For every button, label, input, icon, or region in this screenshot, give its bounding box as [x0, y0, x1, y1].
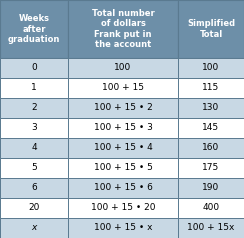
Text: 130: 130 — [202, 104, 220, 113]
Text: 6: 6 — [31, 183, 37, 193]
Text: Weeks
after
graduation: Weeks after graduation — [8, 14, 60, 44]
Text: 100: 100 — [202, 64, 220, 73]
Bar — [68, 218, 178, 238]
Bar — [68, 178, 178, 198]
Bar — [68, 198, 178, 218]
Bar — [68, 58, 178, 78]
Text: 2: 2 — [31, 104, 37, 113]
Text: 100 + 15 • 5: 100 + 15 • 5 — [93, 164, 152, 173]
Bar — [68, 0, 178, 58]
Text: 20: 20 — [28, 203, 40, 213]
Bar — [178, 78, 244, 98]
Text: 115: 115 — [202, 84, 220, 93]
Text: 100 + 15: 100 + 15 — [102, 84, 144, 93]
Text: Simplified
Total: Simplified Total — [187, 19, 235, 39]
Bar — [0, 218, 68, 238]
Text: 175: 175 — [202, 164, 220, 173]
Text: 100 + 15 • 3: 100 + 15 • 3 — [93, 124, 152, 133]
Text: 160: 160 — [202, 144, 220, 153]
Text: 190: 190 — [202, 183, 220, 193]
Bar — [0, 158, 68, 178]
Bar — [0, 98, 68, 118]
Text: 5: 5 — [31, 164, 37, 173]
Bar — [178, 218, 244, 238]
Bar — [178, 118, 244, 138]
Bar — [0, 78, 68, 98]
Text: 100 + 15 • 20: 100 + 15 • 20 — [91, 203, 155, 213]
Bar — [68, 158, 178, 178]
Text: 100 + 15 • 4: 100 + 15 • 4 — [94, 144, 152, 153]
Text: 100 + 15 • x: 100 + 15 • x — [94, 223, 152, 233]
Bar — [0, 58, 68, 78]
Text: 400: 400 — [203, 203, 220, 213]
Bar — [178, 0, 244, 58]
Bar — [178, 98, 244, 118]
Text: 3: 3 — [31, 124, 37, 133]
Text: Total number
of dollars
Frank put in
the account: Total number of dollars Frank put in the… — [92, 9, 154, 49]
Text: 100 + 15 • 6: 100 + 15 • 6 — [93, 183, 152, 193]
Bar — [178, 198, 244, 218]
Text: 145: 145 — [203, 124, 220, 133]
Bar — [68, 138, 178, 158]
Bar — [0, 118, 68, 138]
Bar — [0, 198, 68, 218]
Text: 1: 1 — [31, 84, 37, 93]
Bar — [68, 98, 178, 118]
Bar — [178, 158, 244, 178]
Text: 100 + 15 • 2: 100 + 15 • 2 — [94, 104, 152, 113]
Bar — [0, 0, 68, 58]
Text: 0: 0 — [31, 64, 37, 73]
Text: 100 + 15x: 100 + 15x — [187, 223, 235, 233]
Bar — [178, 58, 244, 78]
Bar — [68, 78, 178, 98]
Bar — [178, 138, 244, 158]
Bar — [0, 178, 68, 198]
Text: 100: 100 — [114, 64, 132, 73]
Bar — [0, 138, 68, 158]
Bar — [68, 118, 178, 138]
Bar — [178, 178, 244, 198]
Text: 4: 4 — [31, 144, 37, 153]
Text: x: x — [31, 223, 37, 233]
